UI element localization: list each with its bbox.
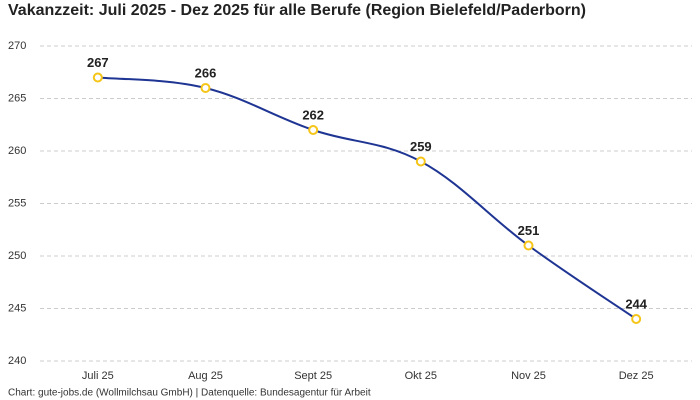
data-label: 259 — [410, 139, 432, 154]
marker — [523, 240, 534, 251]
data-label: 266 — [195, 65, 217, 80]
x-tick-label: Nov 25 — [511, 370, 546, 382]
y-tick-label: 260 — [8, 145, 26, 157]
data-label: 262 — [302, 107, 324, 122]
y-tick-label: 250 — [8, 250, 26, 262]
x-tick-label: Juli 25 — [82, 370, 114, 382]
marker — [631, 314, 642, 324]
x-tick-label: Dez 25 — [619, 370, 654, 382]
y-tick-label: 255 — [8, 197, 26, 209]
y-tick-label: 270 — [8, 40, 26, 52]
y-tick-label: 265 — [8, 92, 26, 104]
chart-title: Vakanzzeit: Juli 2025 - Dez 2025 für all… — [8, 2, 586, 19]
marker — [92, 72, 103, 83]
source-note: Chart: gute-jobs.de (Wollmilchsau GmbH) … — [8, 388, 371, 399]
marker — [200, 83, 211, 93]
marker — [415, 156, 426, 167]
line — [97, 76, 637, 320]
marker — [308, 125, 319, 135]
y-tick-label: 240 — [8, 355, 26, 367]
data-label: 244 — [625, 296, 647, 311]
data-label: 267 — [87, 55, 109, 70]
y-tick-label: 245 — [8, 302, 26, 314]
data-label: 251 — [518, 223, 540, 238]
x-tick-label: Sept 25 — [294, 370, 332, 382]
x-tick-label: Okt 25 — [405, 370, 437, 382]
x-tick-label: Aug 25 — [188, 370, 223, 382]
